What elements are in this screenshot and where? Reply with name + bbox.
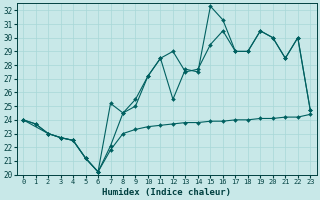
X-axis label: Humidex (Indice chaleur): Humidex (Indice chaleur): [102, 188, 231, 197]
